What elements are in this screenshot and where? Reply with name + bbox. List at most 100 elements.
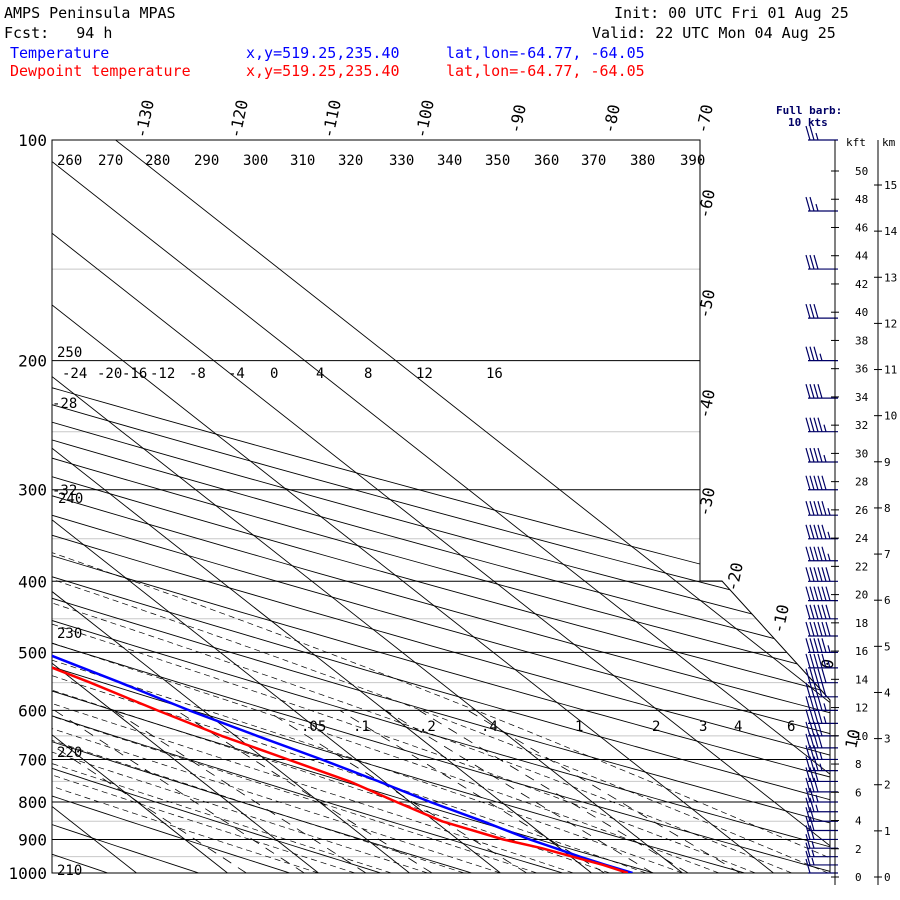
moist-adiabat	[52, 360, 720, 873]
theta-e-label: -24	[62, 366, 87, 382]
km-tick-label: 9	[884, 456, 891, 469]
mixing-ratio-label: 4	[734, 719, 742, 735]
theta-label: 350	[485, 153, 510, 169]
pressure-tick-label: 300	[18, 481, 47, 500]
wind-barb	[805, 417, 838, 433]
kft-tick-label: 50	[855, 165, 868, 178]
dewpoint-line	[52, 140, 629, 873]
wind-barb	[805, 767, 838, 783]
wind-barb	[805, 850, 838, 866]
theta-label: 340	[437, 153, 462, 169]
km-tick-label: 13	[884, 271, 897, 284]
wind-barb	[805, 834, 838, 849]
dry-adiabat	[52, 140, 290, 873]
dry-adiabat	[52, 140, 654, 873]
theta-label: 210	[57, 863, 82, 879]
isotherm-label: -60	[694, 188, 719, 220]
dry-adiabat	[52, 140, 830, 873]
dry-adiabat	[52, 140, 830, 873]
km-tick-label: 4	[884, 686, 891, 699]
wind-barb	[805, 586, 838, 602]
moist-adiabat	[52, 360, 792, 873]
kft-tick-label: 18	[855, 617, 868, 630]
legend-dewpoint-label: Dewpoint temperature	[10, 62, 191, 80]
moist-adiabat	[52, 360, 574, 873]
km-axis-label: km	[882, 136, 896, 149]
dry-adiabat	[52, 140, 472, 873]
wind-barb	[805, 604, 838, 620]
pressure-tick-label: 700	[18, 750, 47, 769]
theta-e-label: 16	[486, 366, 503, 382]
kft-tick-label: 24	[855, 532, 869, 545]
pressure-tick-label: 100	[18, 131, 47, 150]
legend-temperature-latlon: lat,lon=-64.77, -64.05	[446, 44, 645, 62]
kft-tick-label: 16	[855, 645, 868, 658]
isotherm-label: -80	[599, 103, 624, 135]
pressure-tick-label: 200	[18, 352, 47, 371]
mixing-ratio-label: .2	[419, 719, 436, 735]
theta-e-label: -12	[150, 366, 175, 382]
dry-adiabat	[52, 140, 830, 873]
plot-frame	[51, 139, 831, 874]
moist-adiabat	[52, 360, 392, 873]
wind-barb	[805, 682, 838, 698]
isotherm-label: -50	[694, 288, 719, 320]
barb-note-line2: 10 kts	[788, 116, 828, 129]
wind-barb	[805, 546, 838, 562]
isotherm-label: -120	[225, 98, 252, 140]
moist-adiabat	[52, 360, 428, 873]
wind-barb	[805, 653, 838, 669]
isotherm-label: -90	[505, 103, 530, 135]
isotherm-label: -110	[318, 98, 345, 140]
theta-label: 230	[57, 626, 82, 642]
isotherm	[52, 140, 592, 873]
isotherm-label: -30	[694, 486, 719, 518]
isotherm	[52, 140, 683, 873]
isotherm-label: 0	[817, 657, 838, 670]
km-tick-label: 0	[884, 871, 891, 884]
kft-tick-label: 44	[855, 250, 869, 263]
dry-adiabat	[52, 140, 830, 873]
wind-barb	[805, 621, 838, 637]
moist-adiabat	[52, 360, 647, 873]
dry-adiabat	[52, 140, 830, 873]
theta-e-label: -16	[122, 366, 147, 382]
pressure-tick-label: 500	[18, 643, 47, 662]
moist-adiabat	[52, 360, 319, 873]
model-title: AMPS Peninsula MPAS	[4, 4, 176, 22]
km-tick-label: 8	[884, 502, 891, 515]
wind-barb	[805, 383, 838, 399]
init-time: Init: 00 UTC Fri 01 Aug 25	[614, 4, 849, 22]
wind-barb	[805, 709, 838, 724]
km-tick-label: 10	[884, 410, 897, 423]
wind-barb	[805, 842, 838, 858]
isotherm	[115, 140, 830, 873]
km-tick-label: 5	[884, 640, 891, 653]
theta-label: 280	[145, 153, 170, 169]
wind-barb	[805, 638, 838, 653]
mixing-ratio-line	[52, 710, 247, 873]
moist-adiabat	[52, 360, 683, 873]
kft-tick-label: 42	[855, 278, 868, 291]
wind-barb	[805, 807, 838, 822]
wind-barb	[805, 745, 838, 761]
wind-barb	[805, 787, 838, 803]
wind-barb	[805, 125, 838, 141]
kft-tick-label: 40	[855, 306, 868, 319]
isotherm	[52, 140, 830, 873]
wind-barb	[805, 816, 838, 832]
km-tick-label: 14	[884, 225, 898, 238]
kft-tick-label: 0	[855, 871, 862, 884]
theta-label: 300	[243, 153, 268, 169]
km-tick-label: 11	[884, 364, 897, 377]
wind-barb	[805, 501, 838, 516]
dry-adiabat	[52, 140, 745, 873]
wind-barb	[805, 254, 838, 270]
dry-adiabat	[52, 140, 830, 873]
kft-tick-label: 20	[855, 589, 868, 602]
kft-tick-label: 48	[855, 193, 868, 206]
theta-e-label: -20	[97, 366, 122, 382]
dry-adiabat	[52, 140, 381, 873]
km-tick-label: 6	[884, 594, 891, 607]
